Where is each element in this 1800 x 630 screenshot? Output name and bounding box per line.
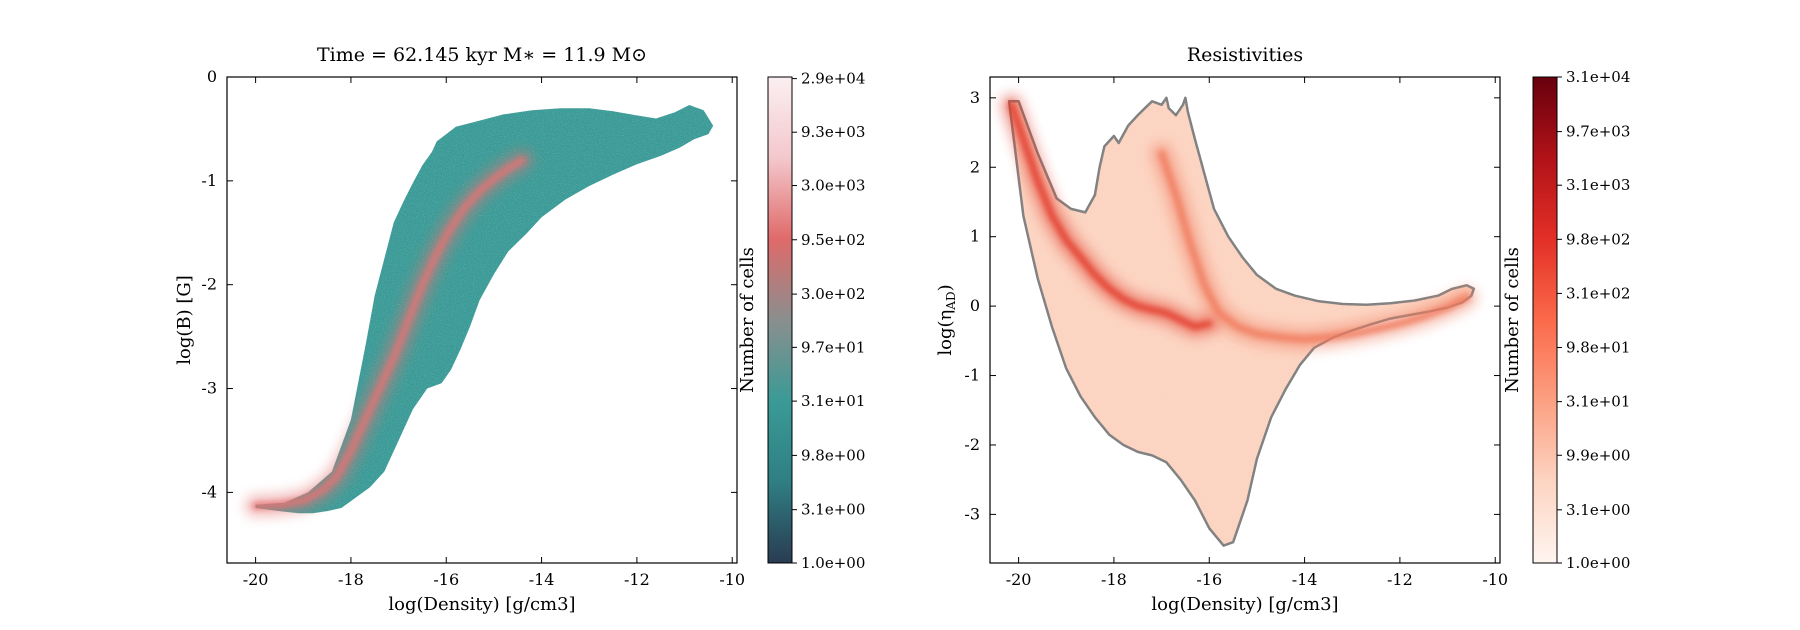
y-axis-label-right-close: ): [935, 284, 956, 291]
colorbar-tick-label: 3.1e+00: [801, 501, 865, 519]
colorbar-label-left: Number of cells: [737, 247, 758, 393]
colorbar-right: [1532, 76, 1558, 564]
axes-frame-right: [989, 76, 1501, 564]
y-axis-label-right: log(ηAD): [935, 284, 958, 355]
y-tick-label: 0: [970, 296, 980, 315]
colorbar-tick-label: 3.1e+02: [1566, 284, 1630, 302]
colorbar-tick-label: 3.1e+04: [1566, 68, 1630, 86]
colorbar-tick-label: 9.7e+03: [1566, 123, 1630, 141]
y-tick-label: -1: [964, 366, 980, 385]
y-tick-label: -2: [201, 275, 217, 294]
x-tick-label: -10: [719, 570, 745, 589]
y-tick-label: 1: [970, 227, 980, 246]
colorbar-label-right: Number of cells: [1502, 247, 1523, 393]
axes-frame-left: [226, 76, 738, 564]
heatmap-right: [1000, 93, 1478, 547]
ridge-secondary-branch: [1158, 149, 1471, 343]
y-tick-label: -2: [964, 435, 980, 454]
y-axis-label-left: log(B) [G]: [174, 275, 195, 365]
region-texture: [255, 105, 714, 514]
colorbar-tick-label: 3.1e+03: [1566, 176, 1630, 194]
x-ticks-right: -20 -18 -16 -14 -12 -10: [1006, 77, 1508, 589]
colorbar-tick-label: 3.1e+01: [801, 392, 865, 410]
colorbar-tick-label: 3.0e+03: [801, 177, 865, 195]
heatmap-left: [244, 105, 714, 517]
x-tick-label: -18: [1101, 570, 1127, 589]
chart-title-right: Resistivities: [1187, 44, 1303, 66]
x-tick-label: -14: [1292, 570, 1318, 589]
x-tick-label: -12: [1387, 570, 1413, 589]
colorbar-ticks-right: 1.0e+00 3.1e+00 9.9e+00 3.1e+01 9.8e+01 3.1e+…: [1557, 68, 1630, 572]
colorbar-tick-label: 9.8e+00: [801, 446, 865, 464]
y-tick-label: 3: [970, 88, 980, 107]
y-tick-label: 2: [970, 157, 980, 176]
panel-resistivities: Resistivities -20 -18 -16 -14 -12 -10 3 2 1 0 -1 -…: [935, 44, 1630, 615]
y-ticks-right: 3 2 1 0 -1 -2 -3: [964, 88, 1500, 523]
y-tick-label: -3: [201, 379, 217, 398]
x-axis-label-right: log(Density) [g/cm3]: [1151, 594, 1338, 615]
x-tick-label: -16: [433, 570, 459, 589]
colorbar-tick-label: 9.7e+01: [801, 338, 865, 356]
x-tick-label: -10: [1482, 570, 1508, 589]
colorbar-left: [767, 76, 793, 564]
ridge-dense-ridge: [252, 156, 526, 510]
colorbar-tick-label: 3.1e+00: [1566, 501, 1630, 519]
colorbar-tick-label: 1.0e+00: [801, 554, 865, 572]
x-axis-label-left: log(Density) [g/cm3]: [388, 594, 575, 615]
colorbar-tick-label: 9.8e+01: [1566, 339, 1630, 357]
x-tick-label: -12: [624, 570, 650, 589]
x-tick-label: -20: [243, 570, 269, 589]
x-tick-label: -14: [529, 570, 555, 589]
ridge-dense-ridge: [1007, 101, 1213, 331]
y-axis-label-right-main: log(η: [935, 310, 956, 356]
colorbar-tick-label: 2.9e+04: [801, 70, 865, 88]
colorbar-ticks-left: 1.0e+00 3.1e+00 9.8e+00 3.1e+01 9.7e+01 3.0e+…: [792, 70, 865, 572]
colorbar-tick-label: 9.5e+02: [801, 231, 865, 249]
colorbar-tick-label: 9.3e+03: [801, 123, 865, 141]
colorbar-tick-label: 9.8e+02: [1566, 230, 1630, 248]
x-tick-label: -18: [338, 570, 364, 589]
x-tick-label: -16: [1196, 570, 1222, 589]
colorbar-tick-label: 3.0e+02: [801, 285, 865, 303]
colorbar-tick-label: 9.9e+00: [1566, 446, 1630, 464]
y-tick-label: -4: [201, 482, 217, 501]
colorbar-tick-label: 3.1e+01: [1566, 393, 1630, 411]
y-tick-label: -3: [964, 504, 980, 523]
y-ticks-left: 0 -1 -2 -3 -4: [201, 67, 737, 501]
panel-magnetic-field: Time = 62.145 kyr M∗ = 11.9 M⊙ -20 -18 -16…: [174, 44, 865, 615]
chart-title-left: Time = 62.145 kyr M∗ = 11.9 M⊙: [317, 44, 647, 66]
x-ticks-left: -20 -18 -16 -14 -12 -10: [243, 77, 745, 589]
colorbar-tick-label: 1.0e+00: [1566, 554, 1630, 572]
y-axis-label-right-sub: AD: [944, 291, 958, 310]
x-tick-label: -20: [1006, 570, 1032, 589]
y-tick-label: -1: [201, 171, 217, 190]
y-tick-label: 0: [207, 67, 217, 86]
